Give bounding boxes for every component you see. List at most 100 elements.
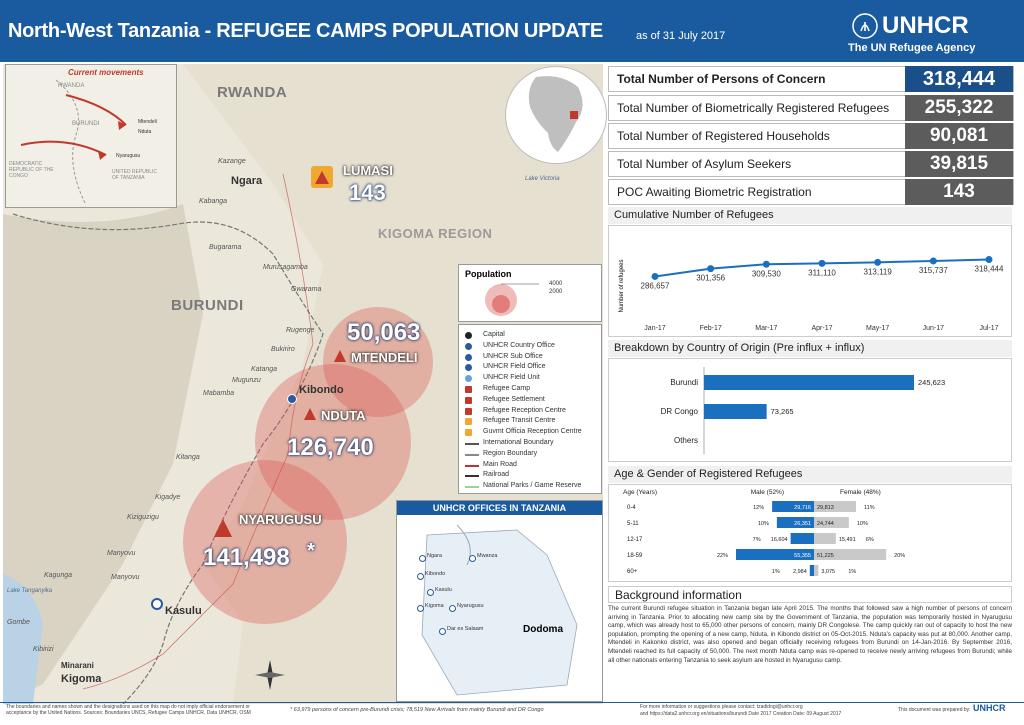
- origin-category-label: DR Congo: [661, 407, 699, 416]
- legend-item-label: Refugee Camp: [483, 385, 531, 392]
- city-minarani: Minarani: [61, 661, 94, 670]
- line-value-label: 318,444: [975, 264, 1004, 273]
- legend-symbol-icon: [465, 364, 472, 372]
- legend-symbol-icon: [465, 353, 472, 361]
- stat-value: 318,444: [905, 66, 1013, 92]
- origin-value-label: 73,265: [771, 407, 794, 416]
- female-value-label: 15,491: [839, 537, 856, 543]
- female-pct-label: 6%: [866, 537, 874, 543]
- region-label-kigoma: KIGOMA REGION: [378, 226, 493, 241]
- lake-label: Lake Tanganyika: [7, 588, 53, 594]
- male-value-label: 2,984: [793, 569, 807, 575]
- section-age-title: Age & Gender of Registered Refugees: [608, 466, 1012, 483]
- line-point: [818, 259, 826, 267]
- male-value-label: 16,604: [771, 537, 788, 543]
- female-bar: [814, 533, 836, 544]
- unhcr-emblem-icon: [852, 13, 878, 39]
- section-origin-title: Breakdown by Country of Origin (Pre infl…: [608, 340, 1012, 357]
- male-bar: [772, 501, 814, 512]
- male-value-label: 55,355: [794, 553, 811, 559]
- line-value-label: 301,356: [696, 274, 725, 283]
- international-boundary: [12, 213, 324, 704]
- line-tick-label: Jan-17: [644, 325, 666, 332]
- male-value-label: 26,351: [794, 521, 811, 527]
- camp-pop-lumasi: 143: [349, 180, 386, 205]
- inset-label-burundi: BURUNDI: [72, 121, 100, 127]
- male-label: Male (52%): [751, 489, 784, 496]
- town-label: Kibirizi: [33, 646, 54, 653]
- female-bar: [814, 549, 887, 560]
- legend-symbol-icon: [465, 443, 479, 445]
- line-point: [762, 260, 770, 268]
- line-tick-label: May-17: [866, 325, 889, 332]
- town-label: Kigadye: [155, 494, 181, 501]
- population-legend: Population 4000 2000: [458, 264, 602, 322]
- origin-chart-panel: Burundi 245,623 DR Congo 73,265 Others: [608, 358, 1012, 462]
- town-label: Gwarama: [291, 286, 322, 293]
- city-kigoma: Kigoma: [61, 673, 102, 685]
- town-label: Mugunzu: [232, 377, 261, 384]
- origin-bar-chart: Burundi 245,623 DR Congo 73,265 Others: [661, 367, 945, 454]
- age-category-label: 0-4: [627, 505, 636, 511]
- report-date: as of 31 July 2017: [636, 30, 726, 42]
- page-title: North-West Tanzania - REFUGEE CAMPS POPU…: [8, 20, 603, 42]
- camp-icon: [311, 166, 333, 188]
- line-tick-label: Jul-17: [979, 325, 998, 332]
- inset-label-tanzania: UNITED REPUBLIC OF TANZANIA: [112, 169, 158, 181]
- main-map: Current movements RWANDA BURUNDI DEMOCRA…: [3, 64, 603, 704]
- section-cumulative-title: Cumulative Number of Refugees: [608, 207, 1012, 224]
- male-bar: [809, 565, 814, 576]
- unhcr-tagline: The UN Refugee Agency: [848, 42, 976, 54]
- pop-legend-small: 2000: [549, 289, 563, 295]
- legend-symbol-icon: [465, 464, 479, 467]
- camp-name-nduta: NDUTA: [321, 408, 366, 423]
- map-legend: Capital UNHCR Country Office UNHCR Sub Off…: [458, 324, 602, 494]
- age-category-label: 5-11: [627, 521, 639, 527]
- lake-tanganyika: [3, 574, 43, 704]
- camp-name-nyarugusu: NYARUGUSU: [239, 512, 322, 527]
- camp-pop-nduta: 126,740: [287, 434, 374, 461]
- legend-item-label: Main Road: [483, 460, 517, 468]
- camp-pop-nyarugusu: 141,498: [203, 544, 290, 571]
- terrain-layer: [3, 64, 603, 704]
- office-marker-icon: [449, 605, 456, 612]
- inset-label-rwanda: RWANDA: [58, 83, 85, 89]
- line-point: [929, 257, 937, 265]
- female-value-label: 29,813: [817, 505, 834, 511]
- stat-label: Total Number of Asylum Seekers: [617, 157, 792, 171]
- line-value-label: 309,530: [752, 269, 781, 278]
- camp-footnote-mark: *: [307, 540, 315, 562]
- legend-item-label: Refugee Reception Centre: [483, 406, 566, 414]
- globe-locator: [505, 66, 607, 164]
- legend-symbol-icon: [465, 342, 472, 350]
- female-value-label: 3,075: [821, 569, 835, 575]
- cumulative-chart-panel: Number of refugees 286,657 Jan-17 301,356 Fe…: [608, 225, 1012, 337]
- footer-contact: For more information or suggestions plea…: [640, 704, 803, 710]
- male-bar: [776, 517, 814, 528]
- female-label: Female (48%): [840, 489, 881, 496]
- background-text: The current Burundi refugee situation in…: [608, 605, 1012, 664]
- legend-item-label: Refugee Settlement: [483, 395, 545, 403]
- legend-symbol-icon: [465, 453, 479, 456]
- line-tick-label: Jun-17: [923, 325, 945, 332]
- stat-label: POC Awaiting Biometric Registration: [617, 185, 812, 199]
- male-pct-label: 10%: [758, 521, 769, 527]
- line-value-label: 315,737: [919, 266, 948, 275]
- female-pct-label: 1%: [848, 569, 856, 575]
- line-tick-label: Feb-17: [700, 325, 722, 332]
- camp-pop-mtendeli: 50,063: [347, 319, 421, 346]
- legend-item-label: UNHCR Field Unit: [483, 374, 540, 382]
- office-marker-icon: [417, 605, 424, 612]
- office-marker-icon: [427, 589, 434, 596]
- inset-title: Current movements: [68, 68, 144, 77]
- female-bar: [814, 501, 857, 512]
- office-marker-icon: [417, 573, 424, 580]
- male-pct-label: 12%: [753, 505, 764, 511]
- population-circles: [485, 283, 539, 316]
- legend-item-label: Capital: [483, 331, 505, 338]
- legend-symbol-icon: [465, 418, 472, 426]
- office-label: Nyarugusu: [457, 603, 484, 609]
- lake-victoria-label: Lake Victoria: [525, 176, 560, 182]
- legend-symbol-icon: [465, 375, 472, 383]
- origin-category-label: Others: [674, 436, 698, 445]
